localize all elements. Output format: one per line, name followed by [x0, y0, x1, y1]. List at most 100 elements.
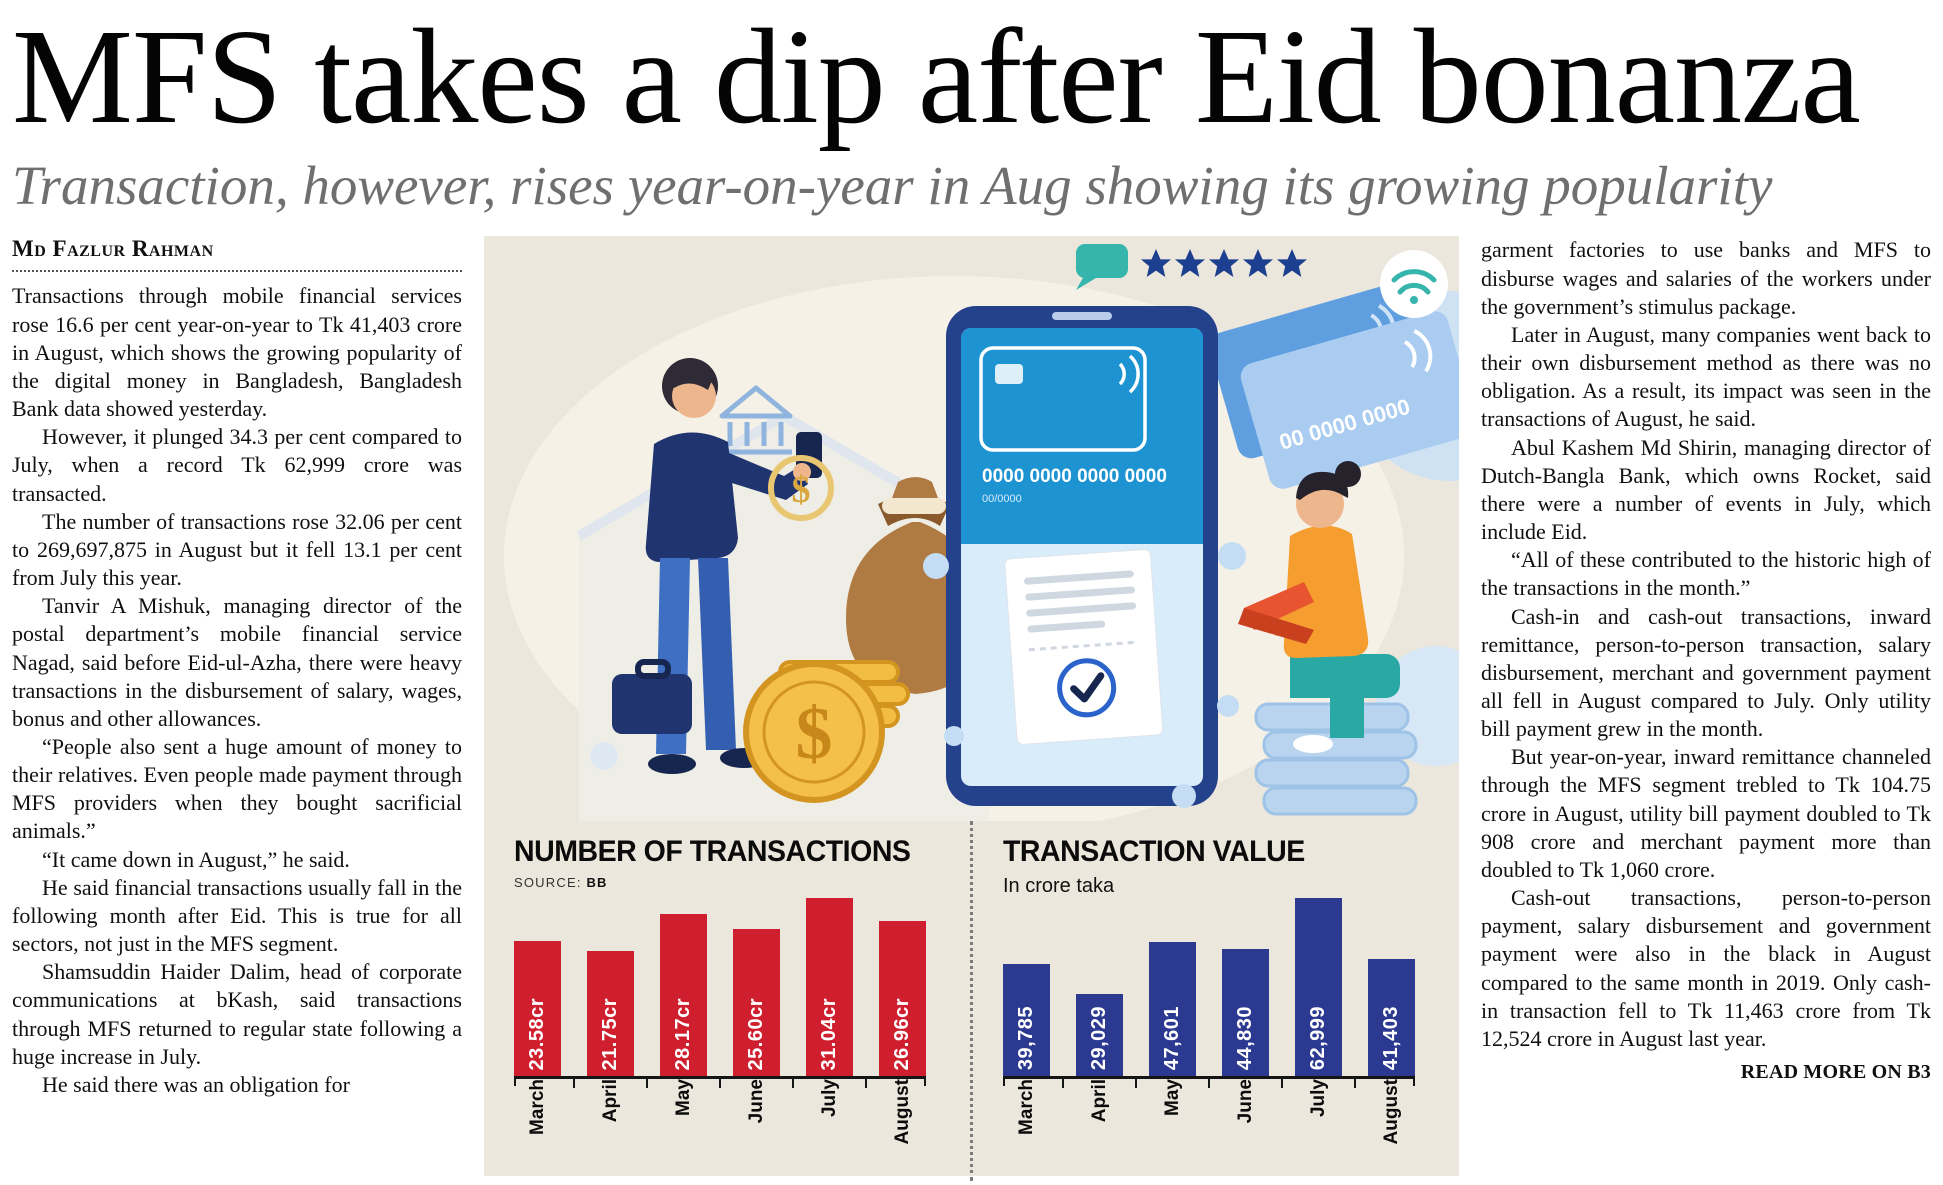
- month-label: June: [1234, 1079, 1256, 1124]
- receipt-icon: [1004, 549, 1164, 746]
- article-column-left: Md Fazlur Rahman Transactions through mo…: [12, 236, 462, 1176]
- month-labels: March April May June July August: [514, 1079, 970, 1171]
- month-label: March: [1015, 1079, 1037, 1136]
- month-label: July: [1307, 1079, 1329, 1118]
- source-label: SOURCE:: [514, 875, 582, 891]
- paragraph: Shamsuddin Haider Dalim, head of corpora…: [12, 959, 462, 1069]
- graphic-panel: 00 0000 0000: [484, 236, 1459, 1182]
- bar-value-label: 25.60cr: [745, 998, 767, 1071]
- x-axis: [514, 1076, 926, 1087]
- month-label: March: [526, 1079, 548, 1136]
- left-column-text: Transactions through mobile financial se…: [12, 282, 462, 1099]
- paragraph: garment factories to use banks and MFS t…: [1481, 237, 1931, 319]
- laptop-icon: [1238, 582, 1314, 645]
- paragraph: The number of transactions rose 32.06 pe…: [12, 508, 462, 591]
- bar-value-label: 29,029: [1088, 1006, 1110, 1071]
- bar-value-label: 41,403: [1380, 1006, 1402, 1071]
- month-cell: July: [792, 1079, 853, 1171]
- month-label: June: [745, 1079, 767, 1124]
- headline: MFS takes a dip after Eid bonanza: [12, 2, 1861, 152]
- bar-april: 21.75cr: [587, 951, 634, 1077]
- bar-value-label: 26.96cr: [891, 998, 913, 1071]
- paragraph: Tanvir A Mishuk, managing director of th…: [12, 593, 462, 731]
- month-label: May: [1161, 1079, 1183, 1117]
- source-value: BB: [586, 875, 608, 891]
- month-label: August: [1380, 1079, 1402, 1145]
- bars-transaction-value: 39,785 29,029 47,601 44,830 62,999 41,403: [1003, 898, 1459, 1077]
- right-column-text: garment factories to use banks and MFS t…: [1481, 236, 1931, 1053]
- bar-july: 31.04cr: [806, 898, 853, 1077]
- paragraph: “It came down in August,” he said.: [42, 846, 350, 872]
- bar-april: 29,029: [1076, 994, 1123, 1077]
- paragraph: However, it plunged 34.3 per cent compar…: [12, 424, 462, 506]
- month-label: April: [1088, 1079, 1110, 1123]
- chart-transaction-value: TRANSACTION VALUE In crore taka 39,785 29…: [970, 821, 1459, 1182]
- coins-icon: $ $: [743, 455, 910, 804]
- paragraph: “People also sent a huge amount of money…: [12, 733, 462, 844]
- bar-value-label: 31.04cr: [818, 998, 840, 1071]
- bar-may: 28.17cr: [660, 914, 707, 1077]
- bar-june: 44,830: [1222, 949, 1269, 1077]
- bar-value-label: 28.17cr: [672, 998, 694, 1071]
- bar-august: 41,403: [1368, 959, 1415, 1077]
- month-cell: August: [865, 1079, 926, 1171]
- month-cell: May: [1135, 1079, 1196, 1171]
- dollar-sign: $: [796, 693, 833, 775]
- month-cell: May: [646, 1079, 707, 1171]
- article-body: Md Fazlur Rahman Transactions through mo…: [12, 236, 1931, 1182]
- card-secondary: 00/0000: [982, 493, 1022, 505]
- bars-number-of-transactions: 23.58cr 21.75cr 28.17cr 25.60cr 31.04cr 26.96…: [514, 898, 970, 1077]
- x-axis: [1003, 1076, 1415, 1087]
- article-column-right: garment factories to use banks and MFS t…: [1481, 236, 1931, 1176]
- rating-stars-icon: [1076, 244, 1307, 291]
- chart-subtitle: In crore taka: [1003, 875, 1115, 898]
- charts-section: NUMBER OF TRANSACTIONS SOURCE: BB 23.58c…: [484, 821, 1459, 1182]
- chart-title: TRANSACTION VALUE: [1003, 835, 1305, 869]
- subheadline: Transaction, however, rises year-on-year…: [12, 154, 1773, 216]
- paragraph: Abul Kashem Md Shirin, managing director…: [1481, 434, 1931, 545]
- read-more: READ MORE ON B3: [1740, 1061, 1931, 1083]
- month-label: April: [599, 1079, 621, 1123]
- bar-may: 47,601: [1149, 942, 1196, 1077]
- chart-source: SOURCE: BB: [514, 875, 970, 890]
- month-cell: April: [1062, 1079, 1123, 1171]
- bar-value-label: 44,830: [1234, 1006, 1256, 1071]
- paragraph: Cash-out transactions, person-to-person …: [1481, 885, 1931, 1051]
- month-cell: March: [514, 1079, 561, 1171]
- paragraph: Later in August, many companies went bac…: [1481, 321, 1931, 432]
- credit-cards-icon: 00 0000 0000: [1209, 281, 1459, 490]
- month-label: August: [891, 1079, 913, 1145]
- bar-value-label: 39,785: [1015, 1006, 1037, 1071]
- bar-august: 26.96cr: [879, 921, 926, 1077]
- month-cell: July: [1281, 1079, 1342, 1171]
- month-cell: March: [1003, 1079, 1050, 1171]
- bar-march: 23.58cr: [514, 941, 561, 1077]
- bar-value-label: 23.58cr: [526, 998, 548, 1071]
- bar-june: 25.60cr: [733, 929, 780, 1077]
- paragraph: Cash-in and cash-out transactions, inwar…: [1481, 603, 1931, 742]
- month-label: May: [672, 1079, 694, 1117]
- month-cell: August: [1354, 1079, 1415, 1171]
- month-labels: March April May June July August: [1003, 1079, 1459, 1171]
- byline: Md Fazlur Rahman: [12, 236, 462, 273]
- contactless-icon: [1380, 250, 1448, 319]
- month-cell: June: [1208, 1079, 1269, 1171]
- card-number: 0000 0000 0000 0000: [982, 466, 1167, 487]
- woman-figure: [1238, 461, 1418, 816]
- man-figure: [612, 358, 822, 775]
- bar-value-label: 62,999: [1307, 1006, 1329, 1071]
- paragraph: He said financial transactions usually f…: [12, 874, 462, 957]
- phone-illustration: 0000 0000 0000 0000 00/0000: [923, 306, 1246, 809]
- chart-number-of-transactions: NUMBER OF TRANSACTIONS SOURCE: BB 23.58c…: [484, 821, 970, 1181]
- month-cell: June: [719, 1079, 780, 1171]
- month-label: July: [818, 1079, 840, 1118]
- hero-illustration: 00 0000 0000: [484, 236, 1459, 822]
- bar-value-label: 21.75cr: [599, 998, 621, 1071]
- bar-july: 62,999: [1295, 898, 1342, 1077]
- paragraph: He said there was an obligation for: [42, 1071, 350, 1097]
- bar-value-label: 47,601: [1161, 1006, 1183, 1071]
- month-cell: April: [573, 1079, 634, 1171]
- illustration-canvas: 00 0000 0000: [504, 244, 1459, 822]
- chart-title: NUMBER OF TRANSACTIONS: [514, 835, 911, 869]
